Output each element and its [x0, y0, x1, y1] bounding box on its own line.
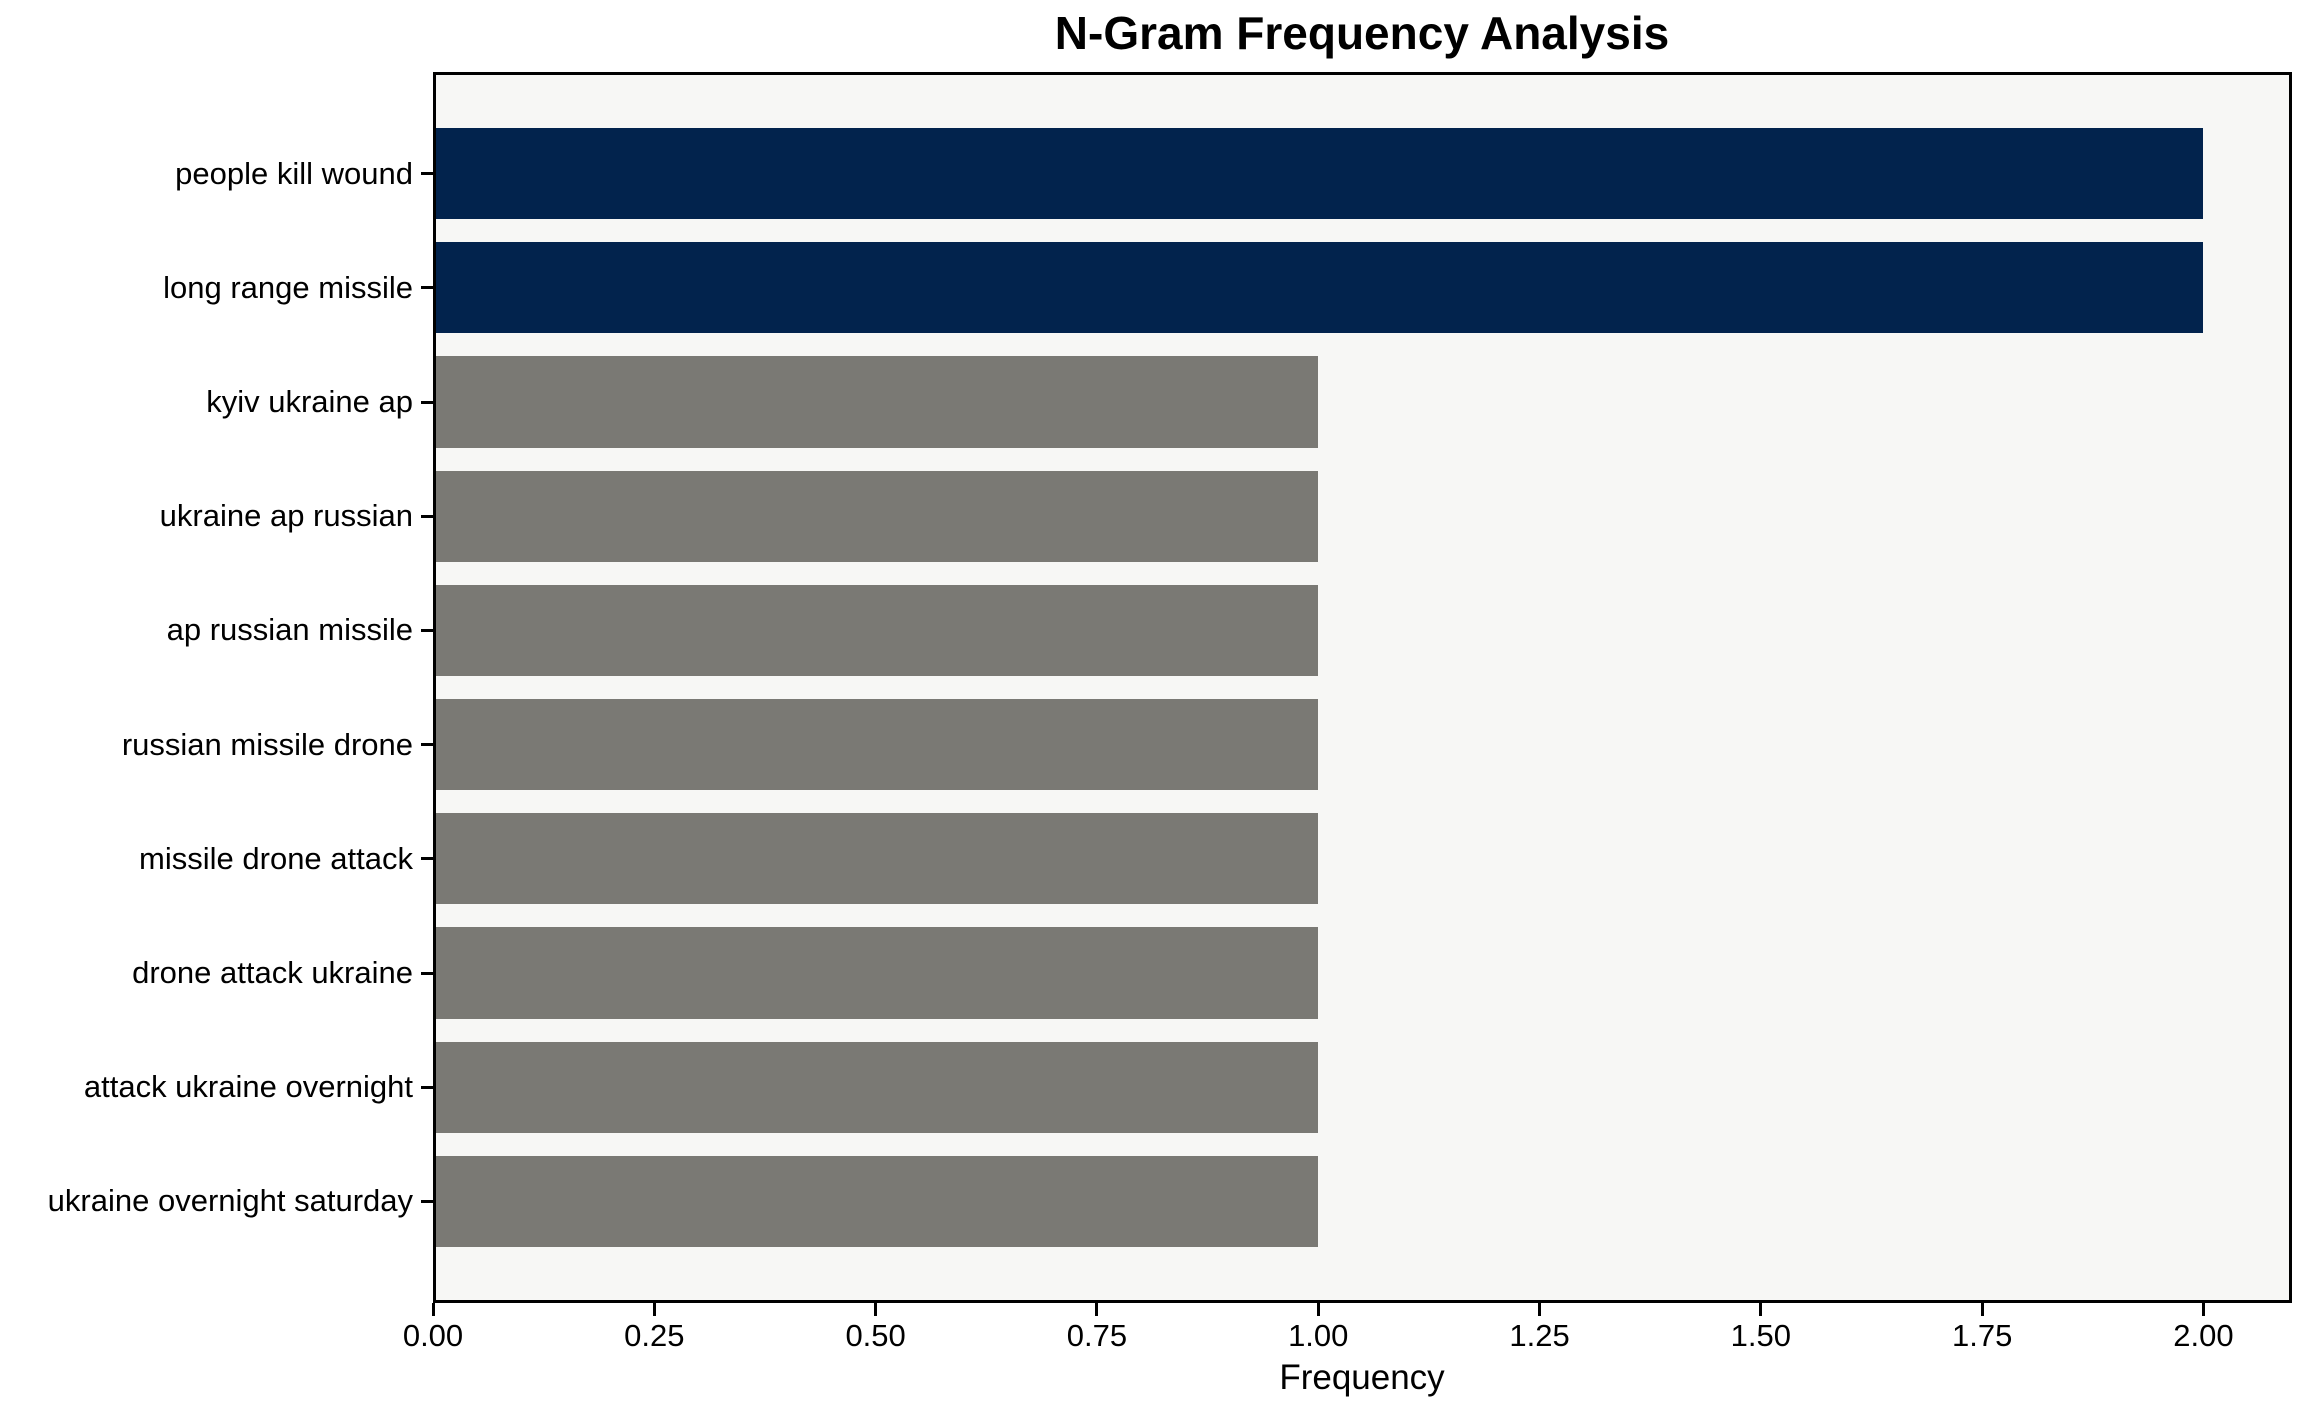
x-tick-mark [1980, 1303, 1984, 1316]
bar [433, 127, 2204, 220]
y-tick-label: drone attack ukraine [132, 955, 413, 990]
y-tick-mark [421, 286, 433, 290]
bar [433, 1041, 1319, 1133]
y-tick-label: ukraine overnight saturday [47, 1183, 413, 1219]
y-tick-label: missile drone attack [139, 840, 413, 876]
y-tick-label: ukraine ap russian [159, 498, 413, 534]
y-tick-mark [421, 628, 433, 632]
y-tick-label: people kill wound [175, 155, 413, 191]
x-tick-mark [431, 1303, 435, 1316]
y-tick-label: russian missile drone [121, 726, 413, 762]
x-tick-label: 1.50 [1730, 1318, 1792, 1353]
x-tick-mark [2201, 1303, 2205, 1316]
x-tick-mark [1095, 1303, 1099, 1316]
x-tick-mark [1316, 1303, 1320, 1316]
bar [433, 356, 1319, 448]
y-tick-mark [421, 743, 433, 747]
x-tick-label: 0.25 [624, 1318, 685, 1353]
plot-area [433, 72, 2292, 1303]
bar [433, 927, 1319, 1019]
bar [433, 242, 2204, 334]
x-axis-title: Frequency [1279, 1358, 1445, 1397]
chart-title: N-Gram Frequency Analysis [1054, 7, 1670, 59]
x-tick-label: 0.75 [1066, 1318, 1128, 1353]
y-tick-mark [421, 857, 433, 861]
x-tick-label: 1.00 [1288, 1318, 1349, 1353]
y-tick-mark [421, 172, 433, 176]
x-tick-label: 1.75 [1951, 1318, 2013, 1353]
y-tick-label: ap russian missile [166, 612, 413, 648]
bar [433, 813, 1319, 905]
y-tick-label: kyiv ukraine ap [206, 384, 413, 419]
bar [433, 698, 1319, 791]
x-tick-label: 1.25 [1509, 1318, 1570, 1353]
x-tick-mark [1759, 1303, 1763, 1316]
y-tick-mark [421, 1199, 433, 1203]
x-tick-mark [1538, 1303, 1542, 1316]
bar [433, 1155, 1319, 1248]
y-tick-mark [421, 514, 433, 518]
bar [433, 584, 1319, 677]
y-tick-label: attack ukraine overnight [83, 1069, 413, 1105]
x-tick-label: 0.00 [402, 1318, 464, 1353]
y-tick-label: long range missile [163, 269, 413, 305]
x-tick-mark [874, 1303, 878, 1316]
x-tick-label: 0.50 [845, 1318, 906, 1353]
bar [433, 470, 1319, 562]
y-tick-mark [421, 1085, 433, 1089]
y-tick-mark [421, 971, 433, 975]
x-tick-mark [652, 1303, 656, 1316]
x-tick-label: 2.00 [2173, 1318, 2234, 1353]
y-tick-mark [421, 400, 433, 404]
